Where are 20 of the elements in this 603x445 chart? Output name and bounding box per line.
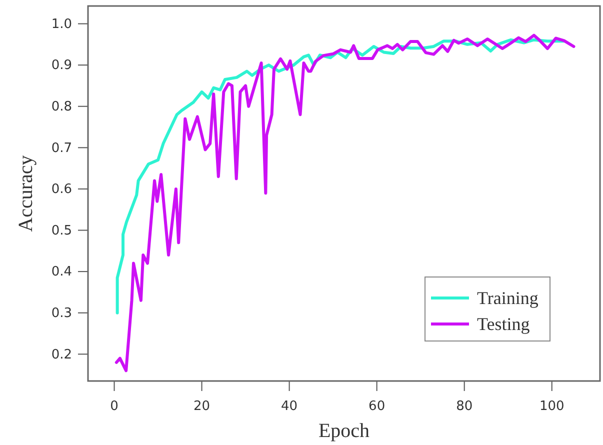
x-tick-label: 100 bbox=[539, 399, 564, 414]
line-series bbox=[114, 34, 576, 372]
y-tick-label: 0.7 bbox=[51, 140, 72, 156]
x-axis-title: Epoch bbox=[318, 420, 370, 442]
y-tick-label: 0.5 bbox=[51, 223, 72, 238]
y-tick-label: 0.3 bbox=[51, 306, 72, 322]
y-tick-label: 1.0 bbox=[51, 16, 72, 32]
y-tick-label: 0.2 bbox=[51, 347, 72, 362]
y-tick-label: 0.4 bbox=[51, 264, 72, 280]
x-tick-label: 20 bbox=[194, 399, 210, 414]
legend-label: Testing bbox=[477, 314, 530, 334]
y-tick-label: 0.6 bbox=[51, 182, 72, 198]
x-tick-label: 0 bbox=[110, 399, 118, 414]
x-tick-label: 60 bbox=[368, 399, 386, 414]
legend-label: Training bbox=[477, 288, 538, 308]
x-tick-label: 40 bbox=[281, 399, 298, 414]
y-tick-label: 0.8 bbox=[51, 100, 72, 115]
x-tick-label: 80 bbox=[456, 399, 473, 414]
y-axis-title: Accuracy bbox=[15, 155, 37, 232]
y-tick-label: 0.9 bbox=[51, 58, 72, 74]
